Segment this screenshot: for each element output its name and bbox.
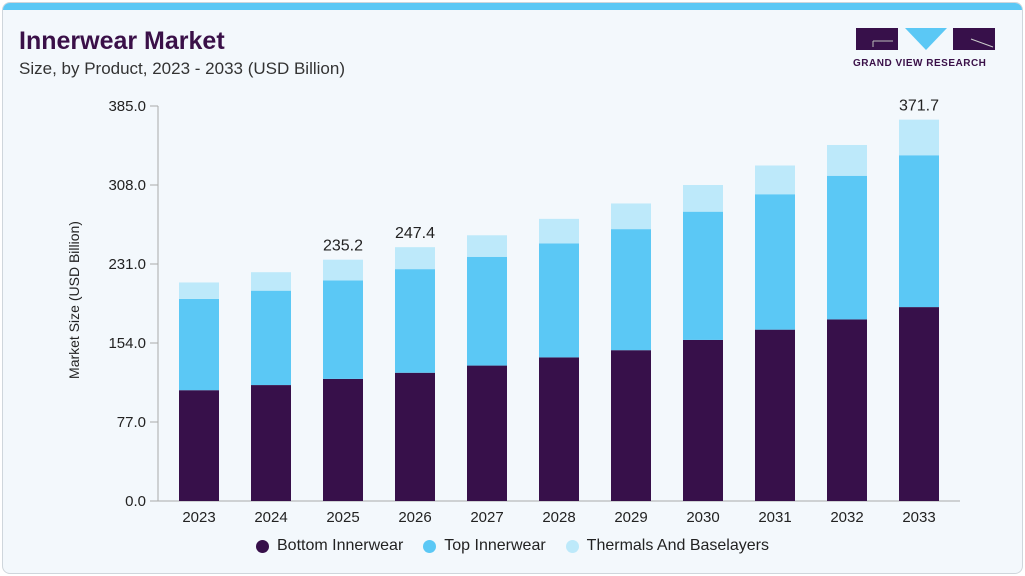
bar-2024-bottom-innerwear — [251, 385, 291, 501]
legend-swatch — [423, 539, 437, 553]
y-tick-label: 77.0 — [117, 414, 146, 431]
bar-2030-thermals-and-baselayers — [683, 185, 723, 212]
accent-stripe — [3, 3, 1022, 10]
bar-2029-bottom-innerwear — [611, 350, 651, 501]
data-label: 371.7 — [899, 98, 939, 115]
bar-2026-thermals-and-baselayers — [395, 247, 435, 270]
chart-subtitle: Size, by Product, 2023 - 2033 (USD Billi… — [19, 59, 345, 78]
bar-2025-bottom-innerwear — [323, 378, 363, 501]
bar-2027-thermals-and-baselayers — [467, 235, 507, 257]
x-tick-label: 2030 — [686, 509, 719, 526]
x-tick-label: 2031 — [758, 509, 791, 526]
y-tick-label: 308.0 — [108, 177, 146, 194]
bar-2026-bottom-innerwear — [395, 372, 435, 501]
bar-2027-top-innerwear — [467, 256, 507, 366]
x-tick-label: 2023 — [182, 509, 215, 526]
bar-2028-top-innerwear — [539, 243, 579, 358]
x-tick-label: 2025 — [326, 509, 359, 526]
data-label: 235.2 — [323, 238, 363, 255]
bar-2033-top-innerwear — [899, 155, 939, 308]
y-axis-title: Market Size (USD Billion) — [66, 221, 82, 379]
bar-2032-thermals-and-baselayers — [827, 144, 867, 176]
y-tick-label: 154.0 — [108, 335, 146, 352]
bar-2024-top-innerwear — [251, 290, 291, 386]
legend-swatch — [565, 539, 579, 553]
bar-2023-top-innerwear — [179, 298, 219, 391]
bar-2028-bottom-innerwear — [539, 357, 579, 501]
y-tick-label: 385.0 — [108, 98, 146, 115]
x-tick-label: 2033 — [902, 509, 935, 526]
bar-2030-top-innerwear — [683, 211, 723, 340]
legend-item-bottom-innerwear[interactable]: Bottom Innerwear — [256, 537, 403, 555]
legend-swatch — [256, 539, 269, 553]
bar-2032-bottom-innerwear — [827, 319, 867, 501]
bar-2028-thermals-and-baselayers — [539, 218, 579, 244]
y-tick-label: 231.0 — [108, 256, 146, 273]
bar-2025-top-innerwear — [323, 280, 363, 379]
bar-2031-bottom-innerwear — [755, 329, 795, 501]
bar-2033-thermals-and-baselayers — [899, 119, 939, 156]
x-tick-label: 2026 — [398, 509, 431, 526]
bar-2029-thermals-and-baselayers — [611, 203, 651, 230]
legend-item-thermals[interactable]: Thermals And Baselayers — [565, 537, 769, 555]
bar-2033-bottom-innerwear — [899, 307, 939, 501]
legend: Bottom Innerwear Top Innerwear Thermals … — [0, 537, 1025, 555]
grand-view-research-logo — [856, 28, 995, 50]
bar-2023-thermals-and-baselayers — [179, 282, 219, 299]
bar-2023-bottom-innerwear — [179, 390, 219, 501]
y-tick-label: 0.0 — [125, 493, 146, 510]
bar-2032-top-innerwear — [827, 175, 867, 320]
legend-item-top-innerwear[interactable]: Top Innerwear — [423, 537, 546, 555]
bar-2027-bottom-innerwear — [467, 365, 507, 501]
x-tick-label: 2024 — [254, 509, 287, 526]
bar-2025-thermals-and-baselayers — [323, 259, 363, 281]
bar-2031-top-innerwear — [755, 194, 795, 330]
x-tick-label: 2027 — [470, 509, 503, 526]
bar-2031-thermals-and-baselayers — [755, 165, 795, 195]
bar-2030-bottom-innerwear — [683, 339, 723, 501]
bar-2026-top-innerwear — [395, 269, 435, 373]
legend-label: Thermals And Baselayers — [586, 537, 769, 554]
legend-label: Top Innerwear — [444, 537, 546, 554]
x-tick-label: 2032 — [830, 509, 863, 526]
chart-title: Innerwear Market — [19, 27, 225, 55]
logo-text: GRAND VIEW RESEARCH — [853, 58, 987, 69]
legend-label: Bottom Innerwear — [277, 537, 404, 554]
x-tick-label: 2028 — [542, 509, 575, 526]
x-tick-label: 2029 — [614, 509, 647, 526]
data-label: 247.4 — [395, 225, 435, 242]
bar-2024-thermals-and-baselayers — [251, 272, 291, 291]
bar-2029-top-innerwear — [611, 229, 651, 351]
